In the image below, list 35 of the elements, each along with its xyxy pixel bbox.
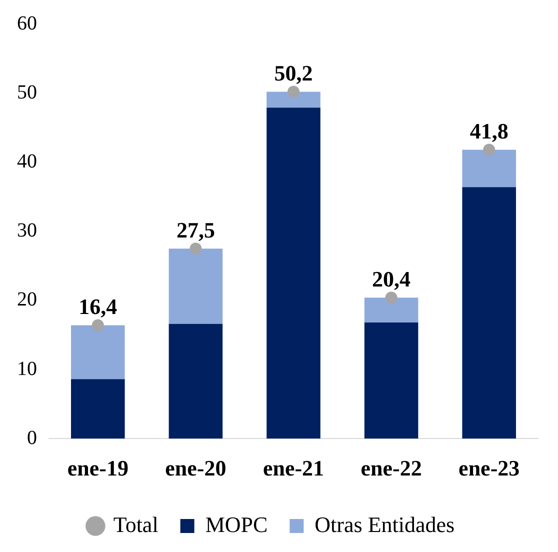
x-tick-label: ene-20	[165, 455, 226, 480]
y-tick-label: 10	[17, 358, 37, 380]
bar	[364, 322, 418, 439]
data-label: 50,2	[274, 60, 313, 86]
bar	[462, 187, 516, 439]
x-tick-label: ene-23	[458, 455, 520, 480]
point	[92, 319, 104, 332]
legend-label: Otras Entidades	[314, 512, 455, 537]
bar	[71, 379, 125, 439]
y-tick-label: 0	[27, 426, 37, 449]
data-label: 16,4	[78, 294, 118, 319]
y-tick-label: 30	[17, 220, 37, 242]
data-label: 41,8	[470, 118, 508, 144]
x-tick-label: ene-19	[67, 455, 128, 480]
y-tick-label: 50	[17, 81, 37, 104]
point	[483, 144, 496, 156]
point	[288, 86, 300, 98]
x-tick-label: ene-22	[360, 455, 422, 480]
data-label: 20,4	[372, 266, 411, 292]
bar	[266, 92, 320, 108]
legend-label: Total	[113, 512, 158, 537]
bar	[364, 298, 418, 323]
legend-label: MOPC	[205, 512, 268, 537]
bar	[168, 324, 223, 439]
y-tick-label: 40	[17, 150, 37, 172]
bar	[71, 325, 125, 380]
bar	[168, 248, 223, 324]
bar	[266, 108, 320, 439]
point	[190, 242, 202, 255]
y-tick-label: 60	[17, 12, 37, 34]
x-tick-label: ene-21	[262, 455, 324, 480]
y-tick-label: 20	[17, 288, 37, 311]
bar	[462, 150, 516, 188]
point	[385, 292, 398, 304]
data-label: 27,5	[176, 217, 215, 242]
